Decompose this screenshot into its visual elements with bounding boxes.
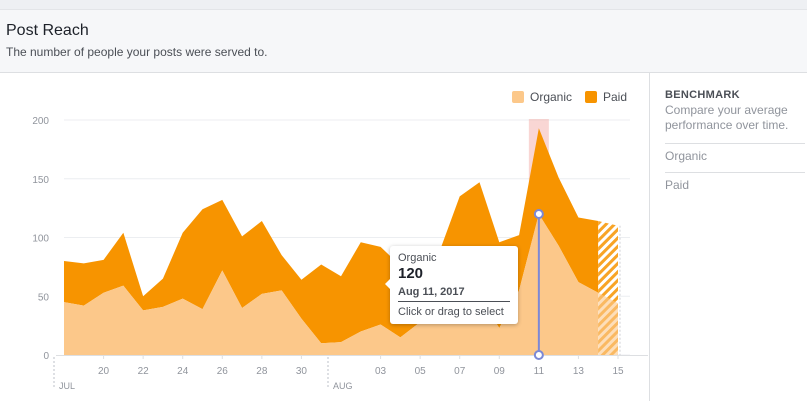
benchmark-item-organic[interactable]: Organic [665,149,708,163]
x-tick-label: 24 [177,366,189,377]
y-tick-label: 200 [32,116,49,127]
legend-swatch[interactable] [585,91,597,103]
partial-organic-area [598,292,618,355]
x-tick-label: 05 [415,366,427,377]
x-tick-label: 15 [612,366,624,377]
x-tick-label: 09 [494,366,506,377]
card-header: Post Reach The number of people your pos… [0,10,807,73]
marker-point-top[interactable] [533,209,544,219]
x-tick-label: 03 [375,366,387,377]
benchmark-description: Compare your average performance over ti… [665,103,789,132]
tooltip-series: Organic [398,252,437,264]
x-tick-label: 11 [534,366,545,377]
legend-label[interactable]: Organic [530,90,572,104]
y-tick-label: 0 [43,351,49,362]
tooltip-hint: Click or drag to select [398,306,504,318]
chart-tooltip: Organic 120 Aug 11, 2017 Click or drag t… [385,246,518,324]
benchmark-title: BENCHMARK [665,89,740,101]
benchmark-item-paid[interactable]: Paid [665,178,690,192]
tooltip-value: 120 [398,265,424,282]
chart-area[interactable]: 0 50 100 150 200 20 22 24 26 28 30 03 05 07 09 11 13 15 JU… [0,73,649,401]
legend-swatch[interactable] [512,91,524,103]
hover-marker[interactable] [533,209,544,360]
axes: 0 50 100 150 200 20 22 24 26 28 30 03 05 07 09 11 13 15 JU… [32,116,648,391]
x-tick-label: 28 [256,366,268,377]
x-tick-label: 20 [98,366,110,377]
x-tick-label: 26 [217,366,229,377]
tooltip-date: Aug 11, 2017 [398,286,465,298]
x-tick-label: 13 [573,366,585,377]
post-reach-chart[interactable]: 0 50 100 150 200 20 22 24 26 28 30 03 05 07 09 11 13 15 JU… [0,73,649,401]
x-tick-label: 30 [296,366,308,377]
marker-point-bottom[interactable] [533,350,544,360]
tooltip-divider [398,301,510,302]
x-tick-label: 22 [138,366,150,377]
top-bar [0,0,807,10]
tooltip-arrow [385,279,390,289]
legend-label[interactable]: Paid [603,90,627,104]
month-label: AUG [333,381,353,391]
benchmark-divider [665,143,805,144]
x-tick-label: 07 [454,366,466,377]
month-label: JUL [59,381,75,391]
y-tick-label: 100 [32,234,49,245]
benchmark-divider [665,172,805,173]
y-tick-label: 150 [32,175,49,186]
page-subtitle: The number of people your posts were ser… [6,45,268,59]
y-tick-label: 50 [38,292,50,303]
benchmark-sidebar: BENCHMARK Compare your average performan… [649,73,807,401]
page-title: Post Reach [6,22,89,39]
legend[interactable]: Organic Paid [512,90,627,104]
